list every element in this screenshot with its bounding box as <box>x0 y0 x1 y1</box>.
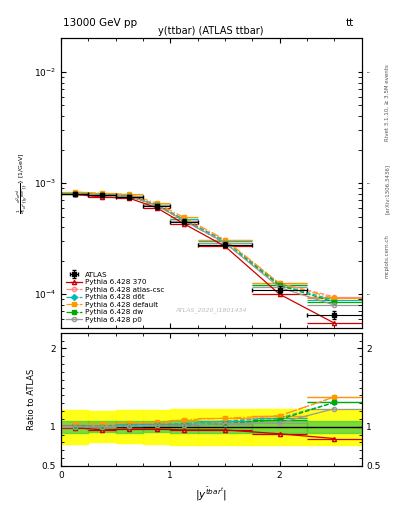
Y-axis label: $\frac{1}{\sigma_0}\frac{d^2\sigma^{nd}}{d^2\{|y^{\bar{t}bar^t}|\}}\}$ [1/GeV]: $\frac{1}{\sigma_0}\frac{d^2\sigma^{nd}}… <box>15 152 31 214</box>
Text: ATLAS_2020_I1801434: ATLAS_2020_I1801434 <box>176 308 247 313</box>
Text: mcplots.cern.ch: mcplots.cern.ch <box>385 234 389 278</box>
Y-axis label: Ratio to ATLAS: Ratio to ATLAS <box>27 369 36 430</box>
X-axis label: $|y^{\bar{t}bar^t}|$: $|y^{\bar{t}bar^t}|$ <box>195 485 227 503</box>
Text: Rivet 3.1.10, ≥ 3.5M events: Rivet 3.1.10, ≥ 3.5M events <box>385 64 389 141</box>
Text: [arXiv:1306.3436]: [arXiv:1306.3436] <box>385 164 389 215</box>
Title: y(ttbar) (ATLAS ttbar): y(ttbar) (ATLAS ttbar) <box>158 26 264 36</box>
Text: 13000 GeV pp: 13000 GeV pp <box>63 18 137 28</box>
Text: tt: tt <box>345 18 354 28</box>
Legend: ATLAS, Pythia 6.428 370, Pythia 6.428 atlas-csc, Pythia 6.428 d6t, Pythia 6.428 : ATLAS, Pythia 6.428 370, Pythia 6.428 at… <box>64 270 165 324</box>
